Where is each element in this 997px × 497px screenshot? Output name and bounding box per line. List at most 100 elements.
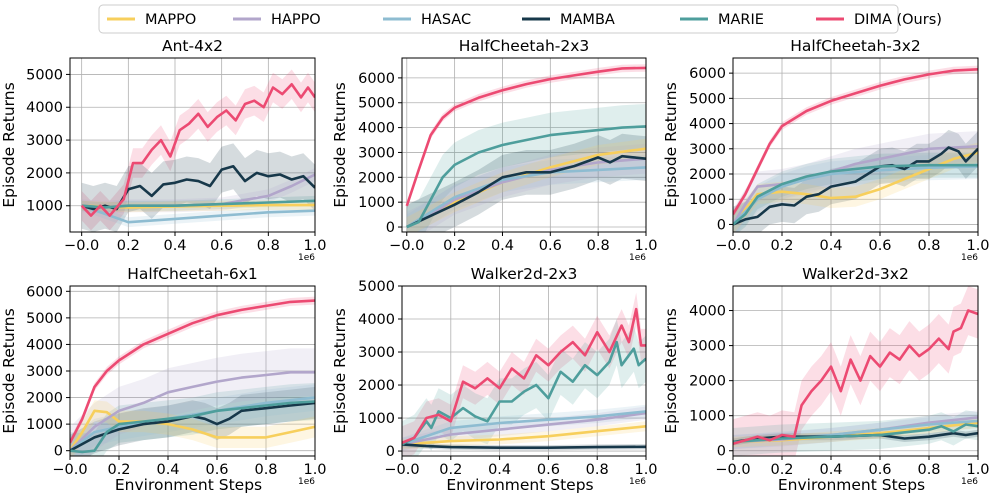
x-axis-label: Environment Steps [115, 476, 262, 494]
series-mamba [733, 146, 978, 226]
band-dima-ours- [733, 65, 978, 219]
series-hasac [406, 166, 646, 229]
panel-title: Walker2d-2x3 [471, 265, 578, 283]
y-tick-label: 0 [54, 444, 63, 460]
series-mamba [406, 154, 646, 229]
y-axis-label: Episode Returns [331, 308, 349, 433]
band-marie [733, 152, 978, 232]
y-tick-label: 3000 [358, 145, 395, 161]
x-tick-label: 0.2 [443, 238, 466, 254]
panel-title: Walker2d-3x2 [802, 265, 909, 283]
band-marie [406, 104, 646, 232]
series-mamba [733, 431, 978, 444]
band-marie [70, 383, 315, 456]
series-dima-ours- [402, 307, 646, 445]
series-dima-ours- [80, 83, 315, 217]
x-tick-label: 0.4 [491, 238, 514, 254]
band-dima-ours- [406, 64, 646, 210]
y-tick-label: 3000 [689, 339, 726, 355]
y-axis-label: Episode Returns [0, 82, 18, 207]
legend-label: MAMBA [560, 12, 615, 28]
x-tick-label: 0.2 [770, 238, 793, 254]
y-tick-label: 1000 [689, 192, 726, 208]
axes-frame [732, 57, 979, 233]
panel-4: −0.0 0.2 0.4 0.6 0.8 1.0 0 1000 2000 3000 4000 5000… [331, 265, 658, 494]
series-hasac [81, 204, 315, 224]
x-tick-label: 1.0 [303, 462, 326, 478]
y-tick-label: 5000 [358, 279, 395, 295]
y-tick-label: 0 [386, 220, 395, 236]
plot-area [733, 65, 978, 232]
series-marie [733, 163, 978, 226]
x-tick-label: −0.0 [384, 462, 419, 478]
band-hasac [70, 384, 315, 456]
x-tick-label: 1.0 [966, 462, 989, 478]
x-tick-label: 1.0 [634, 238, 657, 254]
series-mamba [402, 443, 646, 450]
x-tick-label: −0.0 [389, 238, 424, 254]
plot-area [405, 64, 646, 232]
legend-entry: MARIE [680, 12, 764, 28]
x-offset-label: 1e6 [961, 253, 978, 263]
panel-1: −0.0 0.2 0.4 0.6 0.8 1.0 0 1000 2000 3000 4000 5000… [331, 37, 658, 263]
y-tick-label: 3000 [26, 364, 63, 380]
x-tick-label: 1.0 [634, 462, 657, 478]
band-dima-ours- [70, 296, 315, 447]
axes-frame [69, 57, 316, 233]
legend-label: MARIE [718, 12, 764, 28]
series-happo [733, 145, 978, 226]
series-marie [81, 199, 315, 209]
y-tick-label: 6000 [689, 66, 726, 82]
y-axis-label: Episode Returns [662, 308, 680, 433]
series-happo [402, 411, 646, 446]
y-tick-label: 4000 [26, 100, 63, 116]
y-axis-label: Episode Returns [662, 82, 680, 207]
legend-label: HAPPO [271, 12, 321, 28]
y-tick-label: 4000 [689, 304, 726, 320]
legend-label: DIMA (Ours) [854, 12, 942, 28]
plot-area [80, 69, 315, 232]
x-tick-label: −0.0 [52, 462, 87, 478]
panel-3: −0.0 0.2 0.4 0.6 0.8 1.0 0 1000 2000 3000 4000 5000… [0, 265, 327, 494]
legend: MAPPO HAPPO HASAC MAMBA MARIE DIMA (Ours) [98, 4, 942, 34]
y-tick-label: 1000 [26, 417, 63, 433]
series-marie [406, 125, 646, 229]
legend-label: MAPPO [145, 12, 196, 28]
series-dima-ours- [405, 66, 646, 207]
x-tick-label: 0.4 [163, 238, 186, 254]
y-tick-label: 6000 [358, 71, 395, 87]
x-tick-label: 0.2 [117, 238, 140, 254]
panel-title: HalfCheetah-3x2 [790, 37, 921, 55]
y-axis-label: Episode Returns [0, 308, 18, 433]
y-tick-label: 2000 [26, 166, 63, 182]
series-mamba [70, 401, 315, 452]
y-tick-label: 2000 [689, 374, 726, 390]
y-tick-label: 1000 [689, 409, 726, 425]
x-tick-label: 0.8 [257, 238, 280, 254]
y-tick-label: 0 [717, 217, 726, 233]
y-tick-label: 0 [386, 444, 395, 460]
y-tick-label: 1000 [26, 199, 63, 215]
x-tick-label: 0.2 [439, 462, 462, 478]
legend-entry: MAPPO [107, 12, 196, 28]
y-tick-label: 4000 [26, 337, 63, 353]
x-offset-label: 1e6 [961, 477, 978, 487]
panel-title: HalfCheetah-6x1 [127, 265, 258, 283]
legend-label: HASAC [421, 12, 471, 28]
y-tick-label: 6000 [26, 284, 63, 300]
y-tick-label: 3000 [689, 142, 726, 158]
x-tick-label: 0.6 [539, 238, 562, 254]
panel-5: −0.0 0.2 0.4 0.6 0.8 1.0 0 1000 2000 3000 4000 1e6 W… [662, 265, 990, 494]
y-tick-label: 2000 [358, 170, 395, 186]
series-dima-ours- [733, 68, 978, 215]
y-tick-label: 4000 [358, 312, 395, 328]
x-tick-label: 0.4 [488, 462, 511, 478]
x-offset-label: 1e6 [629, 477, 646, 487]
y-tick-label: 5000 [689, 91, 726, 107]
panel-title: Ant-4x2 [162, 37, 223, 55]
x-tick-label: 0.4 [819, 238, 842, 254]
series-hasac [733, 165, 978, 226]
x-tick-label: 1.0 [966, 238, 989, 254]
series-marie [70, 400, 315, 454]
